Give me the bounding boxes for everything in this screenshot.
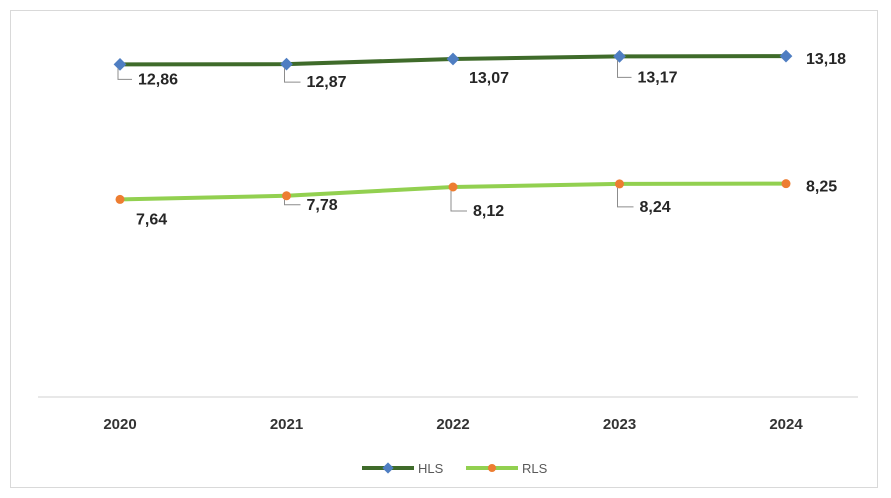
leader-line-rls-2023 [617, 187, 634, 208]
data-label-hls-2021: 12,87 [307, 74, 347, 91]
series-rls [115, 179, 791, 204]
legend: HLS RLS [362, 461, 548, 476]
point-rls-2024 [781, 179, 791, 189]
data-label-hls-2023: 13,17 [638, 69, 678, 86]
data-label-hls-2024: 13,18 [806, 51, 846, 68]
data-label-rls-2024: 8,25 [806, 179, 837, 196]
legend-item-rls: RLS [466, 461, 548, 476]
point-rls-2021 [282, 191, 291, 201]
point-rls-2022 [448, 182, 458, 192]
data-labels: 12,86 12,87 13,07 13,17 13,18 7,64 7,78 8,12 8,2… [117, 51, 846, 228]
x-tick-label-2022: 2022 [436, 416, 469, 433]
leader-line-rls-2022 [450, 191, 467, 212]
point-hls-2022 [446, 52, 460, 66]
point-hls-2023 [613, 50, 626, 63]
data-label-rls-2023: 8,24 [640, 199, 671, 216]
data-label-hls-2020: 12,86 [138, 71, 178, 88]
legend-item-hls: HLS [362, 461, 444, 476]
leader-line-hls-2023 [617, 60, 632, 78]
x-tick-label-2020: 2020 [103, 416, 136, 433]
data-label-rls-2021: 7,78 [307, 197, 338, 214]
x-tick-labels: 2020 2021 2022 2023 2024 [103, 416, 803, 433]
leader-line-hls-2021 [284, 68, 301, 83]
point-rls-2023 [615, 179, 624, 189]
point-hls-2021 [280, 57, 293, 71]
series-layer [113, 49, 793, 204]
data-label-rls-2022: 8,12 [473, 203, 504, 220]
legend-swatch-marker [382, 462, 394, 474]
point-rls-2020 [115, 194, 125, 204]
x-tick-label-2023: 2023 [603, 416, 636, 433]
legend-label-rls: RLS [522, 461, 548, 476]
chart-frame [10, 10, 878, 488]
series-hls [113, 49, 793, 71]
point-hls-2020 [113, 58, 127, 71]
legend-swatch-marker [488, 464, 496, 472]
data-label-rls-2020: 7,64 [136, 211, 167, 228]
leader-line-hls-2020 [117, 68, 132, 80]
legend-label-hls: HLS [418, 461, 444, 476]
x-tick-label-2021: 2021 [270, 416, 303, 433]
x-tick-label-2024: 2024 [769, 416, 803, 433]
data-label-hls-2022: 13,07 [469, 70, 509, 87]
leader-line-rls-2021 [284, 199, 301, 206]
point-hls-2024 [779, 49, 793, 63]
